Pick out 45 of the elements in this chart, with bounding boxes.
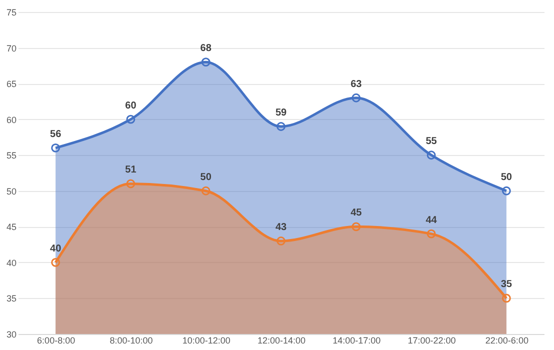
point [352,93,361,102]
x-tick-label: 8:00-10:00 [110,336,153,346]
point [352,222,361,232]
data-label: 60 [125,100,137,112]
x-tick-label: 6:00-8:00 [37,336,76,346]
y-tick-label: 40 [6,258,16,268]
y-tick-label: 60 [6,114,16,125]
y-tick-label: 30 [6,330,16,340]
x-tick-label: 10:00-12:00 [182,336,230,346]
data-label: 63 [350,78,362,90]
point [276,236,286,246]
y-tick-label: 75 [6,8,16,18]
point [126,179,136,188]
point [426,150,436,160]
data-label: 59 [275,107,287,118]
data-label: 68 [200,43,212,54]
data-label: 50 [500,172,512,183]
y-tick-label: 50 [6,186,16,196]
point [502,294,511,303]
data-label: 40 [50,243,62,254]
data-label: 55 [426,136,438,148]
point [276,122,286,131]
x-tick-label: 22:00-6:00 [485,336,528,346]
x-tick-label: 14:00-17:00 [332,336,381,346]
data-label: 50 [200,172,212,183]
y-tick-label: 35 [6,294,16,304]
y-tick-label: 70 [6,43,16,54]
x-tick-label: 17:00-22:00 [408,336,456,346]
point [51,258,60,267]
point [201,186,210,196]
data-label: 51 [125,164,137,176]
data-label: 43 [275,222,287,233]
y-tick-label: 65 [6,79,16,90]
y-tick-label: 55 [6,150,16,161]
point [126,114,136,124]
data-label: 35 [500,279,512,290]
point [51,144,60,152]
point [426,229,436,238]
point [502,186,511,196]
y-tick-label: 45 [6,222,16,232]
data-label: 45 [350,208,362,219]
point [201,58,210,67]
data-label: 56 [50,128,62,140]
x-tick-label: 12:00-14:00 [257,336,306,346]
data-label: 44 [426,214,438,226]
